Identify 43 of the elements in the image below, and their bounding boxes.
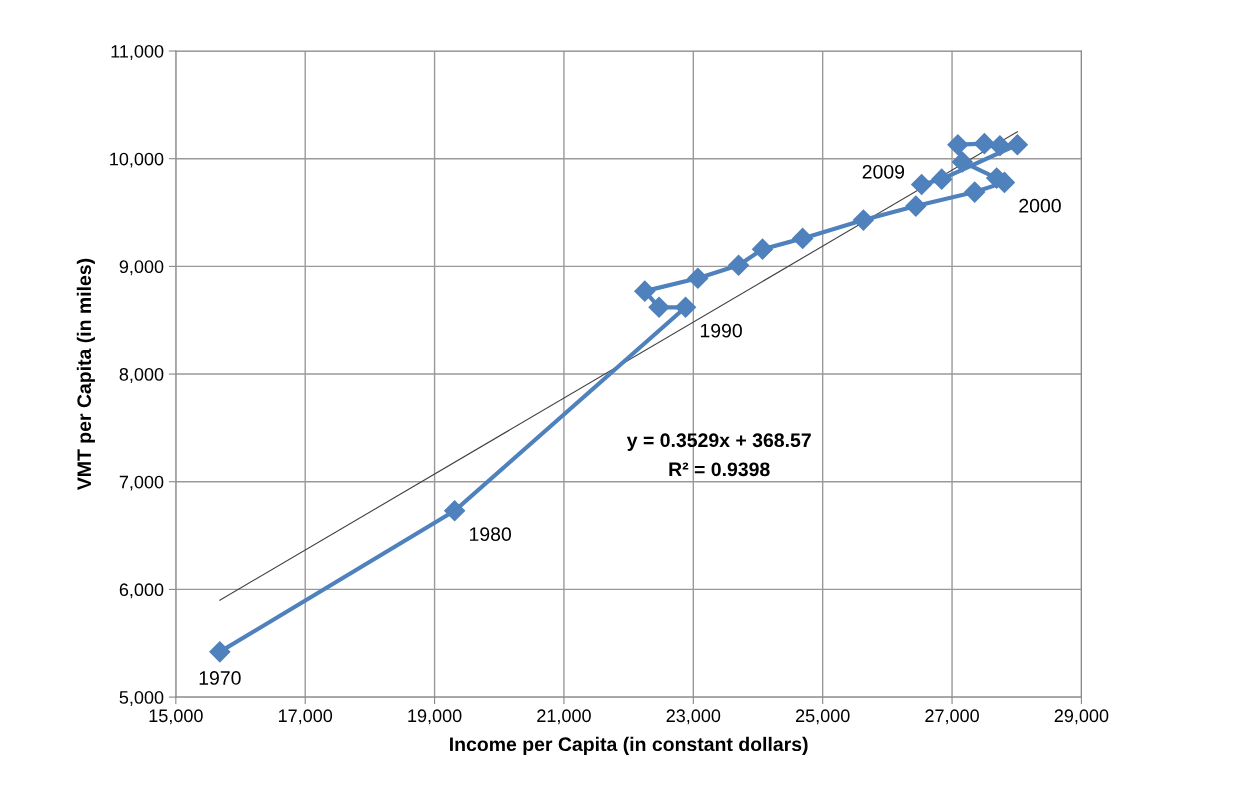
point	[728, 254, 750, 276]
annotation: 1970	[199, 671, 241, 685]
x-tick-label: 25,000	[795, 709, 850, 725]
x-axis-title: Income per Capita (in constant dollars)	[450, 736, 808, 755]
annotation: R² = 0.9398	[669, 462, 770, 477]
point	[648, 296, 670, 318]
annotation: 2009	[862, 164, 905, 179]
y-tick-label: 5,000	[119, 691, 164, 706]
point	[444, 500, 466, 522]
x-tick-label: 21,000	[537, 709, 591, 725]
y-tick-label: 10,000	[110, 152, 164, 168]
point	[911, 174, 933, 196]
x-tick-label: 29,000	[1054, 709, 1109, 725]
x-tick-label: 23,000	[666, 709, 721, 725]
point	[951, 151, 973, 173]
annotation: 1980	[470, 527, 512, 542]
y-axis-title: VMT per Capita (in miles)	[76, 258, 95, 491]
point	[209, 641, 231, 663]
point	[852, 209, 874, 231]
point	[634, 280, 656, 302]
point	[973, 133, 995, 155]
annotation: 1990	[700, 323, 742, 338]
y-tick-label: 7,000	[119, 475, 164, 491]
x-tick-label: 19,000	[408, 709, 462, 725]
x-tick-label: 27,000	[925, 709, 979, 725]
y-tick-label: 6,000	[119, 583, 164, 599]
point	[947, 134, 969, 156]
y-tick-label: 11,000	[111, 44, 164, 60]
point	[964, 181, 986, 203]
annotation: y = 0.3529x + 368.57	[626, 433, 811, 451]
point	[752, 238, 774, 260]
point	[931, 168, 953, 190]
annotation: 2000	[1019, 198, 1061, 213]
x-tick-label: 17,000	[278, 709, 333, 725]
point	[905, 195, 927, 217]
point	[792, 227, 814, 249]
point	[687, 267, 709, 289]
point	[675, 296, 697, 318]
point	[989, 135, 1011, 157]
point	[1006, 134, 1028, 156]
y-tick-label: 8,000	[119, 367, 164, 383]
y-tick-label: 9,000	[119, 260, 164, 276]
x-tick-label: 15,000	[149, 709, 203, 725]
